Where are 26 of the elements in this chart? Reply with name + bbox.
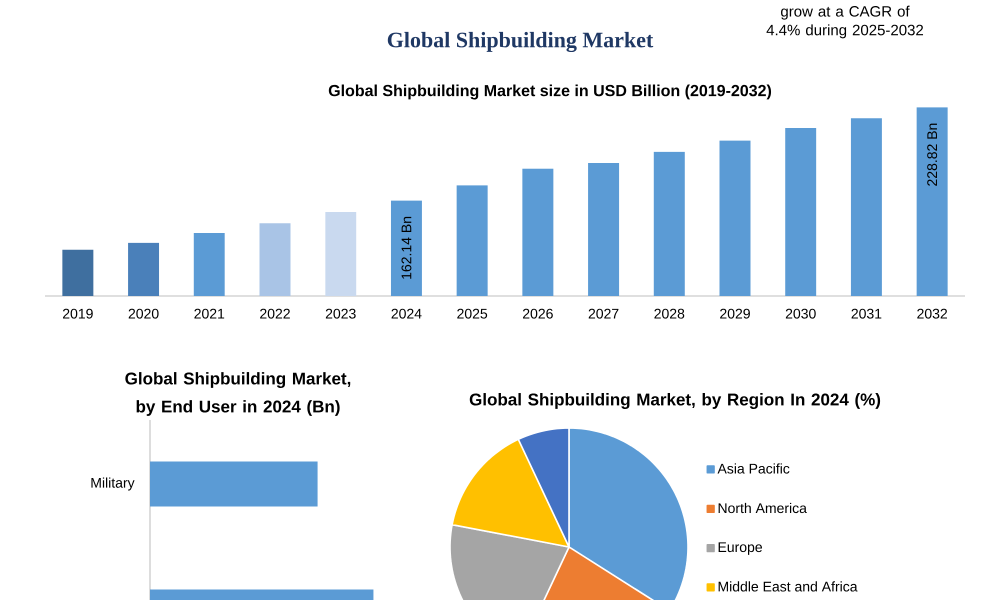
chart-title: Global Shipbuilding Market, by Region In 2024 (%): [470, 393, 880, 409]
chart-subtitle: Global Shipbuilding Market size in USD Billion (2019-2032): [328, 84, 772, 100]
x-tick-label: 2024: [392, 308, 422, 319]
data-label: 162.14 Bn: [401, 216, 412, 279]
data-label: 228.82 Bn: [927, 124, 938, 186]
chart-title: Global Shipbuilding Market, by End User in 2024 (Bn): [125, 372, 350, 416]
x-tick-label: 2019: [62, 308, 93, 319]
text: grow at a CAGR of 4.4% during 2025-2032: [766, 6, 924, 38]
x-tick-label: 2023: [326, 308, 356, 319]
x-tick-label: 2029: [720, 308, 750, 319]
legend-label: Asia Pacific: [718, 463, 790, 474]
x-tick-label: 2020: [128, 308, 159, 319]
x-tick-label: 2025: [457, 308, 488, 319]
legend-label: North America: [718, 502, 807, 514]
y-tick-label: Military: [91, 477, 135, 491]
x-tick-label: 2026: [523, 308, 553, 319]
x-tick-label: 2021: [194, 308, 224, 319]
x-tick-label: 2030: [786, 308, 816, 319]
x-tick-label: 2022: [260, 308, 290, 319]
x-tick-label: 2032: [917, 308, 947, 319]
x-tick-label: 2028: [654, 308, 684, 319]
legend-label: Middle East and Africa: [718, 581, 858, 592]
x-tick-label: 2027: [588, 308, 618, 319]
x-tick-label: 2031: [852, 308, 882, 319]
legend-label: Europe: [718, 542, 762, 555]
chart-title: Global Shipbuilding Market: [388, 32, 654, 52]
